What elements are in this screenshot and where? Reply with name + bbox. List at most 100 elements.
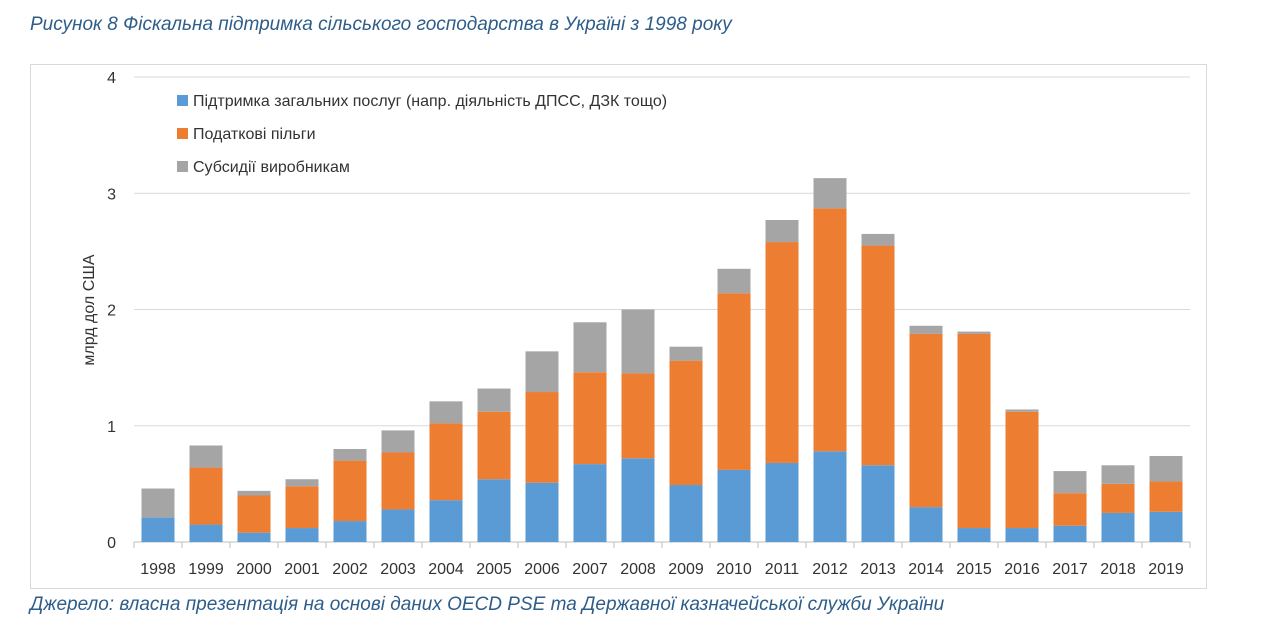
bar-segment-2004-s2 (429, 423, 463, 501)
bar-segment-2003-s2 (381, 452, 415, 510)
x-tick-label: 2000 (236, 561, 272, 578)
bar-segment-2014-s1 (909, 507, 943, 542)
bar-segment-2010-s3 (717, 268, 751, 294)
bar-segment-2015-s2 (957, 333, 991, 529)
bar-segment-2019-s2 (1149, 481, 1183, 512)
bar-segment-2000-s3 (237, 490, 271, 496)
bar-segment-2008-s3 (621, 309, 655, 374)
x-tick-label: 2005 (476, 561, 512, 578)
bar-segment-2004-s1 (429, 500, 463, 542)
bar-segment-2019-s1 (1149, 511, 1183, 542)
bar-segment-2002-s3 (333, 449, 367, 461)
bar-segment-2000-s2 (237, 495, 271, 533)
bar-segment-2005-s1 (477, 479, 511, 542)
bar-segment-2002-s2 (333, 460, 367, 522)
bar-segment-2014-s3 (909, 325, 943, 334)
bar-segment-2017-s3 (1053, 471, 1087, 494)
bar-segment-2007-s3 (573, 322, 607, 373)
x-tick-label: 2014 (908, 561, 944, 578)
bar-segment-2016-s1 (1005, 528, 1039, 542)
x-tick-label: 2002 (332, 561, 368, 578)
x-tick-label: 2008 (620, 561, 656, 578)
bar-segment-2011-s2 (765, 242, 799, 463)
x-tick-label: 2006 (524, 561, 560, 578)
bar-segment-2009-s1 (669, 485, 703, 542)
bar-segment-2011-s1 (765, 462, 799, 542)
legend-swatch-3 (177, 161, 188, 172)
x-tick-label: 2003 (380, 561, 416, 578)
legend-swatch-1 (177, 95, 188, 106)
x-tick-label: 2001 (284, 561, 320, 578)
bar-segment-2013-s2 (861, 245, 895, 466)
bar-segment-2008-s2 (621, 373, 655, 459)
bar-segment-2005-s3 (477, 388, 511, 412)
y-axis-label: млрд дол США (81, 254, 98, 366)
x-tick-label: 1999 (188, 561, 224, 578)
bar-segment-2012-s2 (813, 208, 847, 452)
bar-segment-2017-s2 (1053, 493, 1087, 526)
x-tick-label: 2010 (716, 561, 752, 578)
legend-label-1: Підтримка загальних послуг (напр. діяльн… (193, 93, 667, 110)
bar-segment-2016-s2 (1005, 411, 1039, 529)
bar-segment-2014-s2 (909, 333, 943, 508)
bar-segment-2006-s1 (525, 482, 559, 542)
x-tick-label: 1998 (140, 561, 176, 578)
bar-segment-2009-s3 (669, 346, 703, 361)
bar-segment-2012-s3 (813, 178, 847, 209)
y-tick-label: 2 (107, 303, 116, 320)
y-tick-label: 4 (107, 70, 116, 87)
chart-frame (30, 64, 1207, 589)
x-tick-label: 2007 (572, 561, 608, 578)
x-tick-label: 2018 (1100, 561, 1136, 578)
bar-segment-2017-s1 (1053, 525, 1087, 542)
legend: Підтримка загальних послуг (напр. діяльн… (177, 93, 667, 176)
legend-label-3: Субсидії виробникам (193, 159, 350, 176)
bar-segment-1999-s2 (189, 467, 223, 525)
bar-segment-2013-s1 (861, 465, 895, 542)
bar-segment-2018-s3 (1101, 465, 1135, 484)
bar-segment-2004-s3 (429, 401, 463, 424)
bar-segment-2008-s1 (621, 458, 655, 542)
bar-segment-2007-s1 (573, 464, 607, 542)
legend-swatch-2 (177, 128, 188, 139)
bar-segment-2015-s3 (957, 331, 991, 334)
y-tick-label: 0 (107, 535, 116, 552)
bar-segment-2001-s1 (285, 528, 319, 542)
bar-segment-2015-s1 (957, 528, 991, 542)
bar-segment-2002-s1 (333, 521, 367, 542)
bar-segment-2009-s2 (669, 360, 703, 486)
bar-segment-2000-s1 (237, 532, 271, 542)
bar-segment-2019-s3 (1149, 455, 1183, 482)
bar-segment-2003-s3 (381, 430, 415, 453)
bar-segment-2016-s3 (1005, 409, 1039, 412)
bar-segment-2018-s1 (1101, 512, 1135, 542)
bar-segment-2007-s2 (573, 372, 607, 465)
x-tick-label: 2004 (428, 561, 464, 578)
bar-segment-2010-s2 (717, 293, 751, 470)
bar-segment-2010-s1 (717, 469, 751, 542)
bar-segment-2001-s3 (285, 479, 319, 487)
x-tick-label: 2019 (1148, 561, 1184, 578)
bar-segment-2003-s1 (381, 509, 415, 542)
bar-segment-2006-s3 (525, 351, 559, 393)
y-axis-ticks: 0 1 2 3 4 (107, 70, 116, 552)
bar-segment-1999-s3 (189, 445, 223, 468)
x-tick-label: 2015 (956, 561, 992, 578)
bar-segment-1998-s3 (141, 488, 175, 518)
bar-segment-2012-s1 (813, 451, 847, 542)
x-tick-label: 2011 (765, 561, 800, 578)
x-tick-label: 2013 (860, 561, 896, 578)
x-tick-label: 2009 (668, 561, 704, 578)
legend-label-2: Податкові пільги (193, 126, 316, 143)
bar-segment-1999-s1 (189, 524, 223, 542)
bars (141, 178, 1183, 542)
figure-source: Джерело: власна презентація на основі да… (30, 594, 945, 615)
bar-segment-2013-s3 (861, 233, 895, 246)
x-tick-label: 2016 (1004, 561, 1040, 578)
bar-segment-2001-s2 (285, 486, 319, 529)
bar-segment-2018-s2 (1101, 483, 1135, 513)
y-tick-label: 3 (107, 186, 116, 203)
x-tick-label: 2017 (1052, 561, 1088, 578)
x-tick-label: 2012 (812, 561, 848, 578)
